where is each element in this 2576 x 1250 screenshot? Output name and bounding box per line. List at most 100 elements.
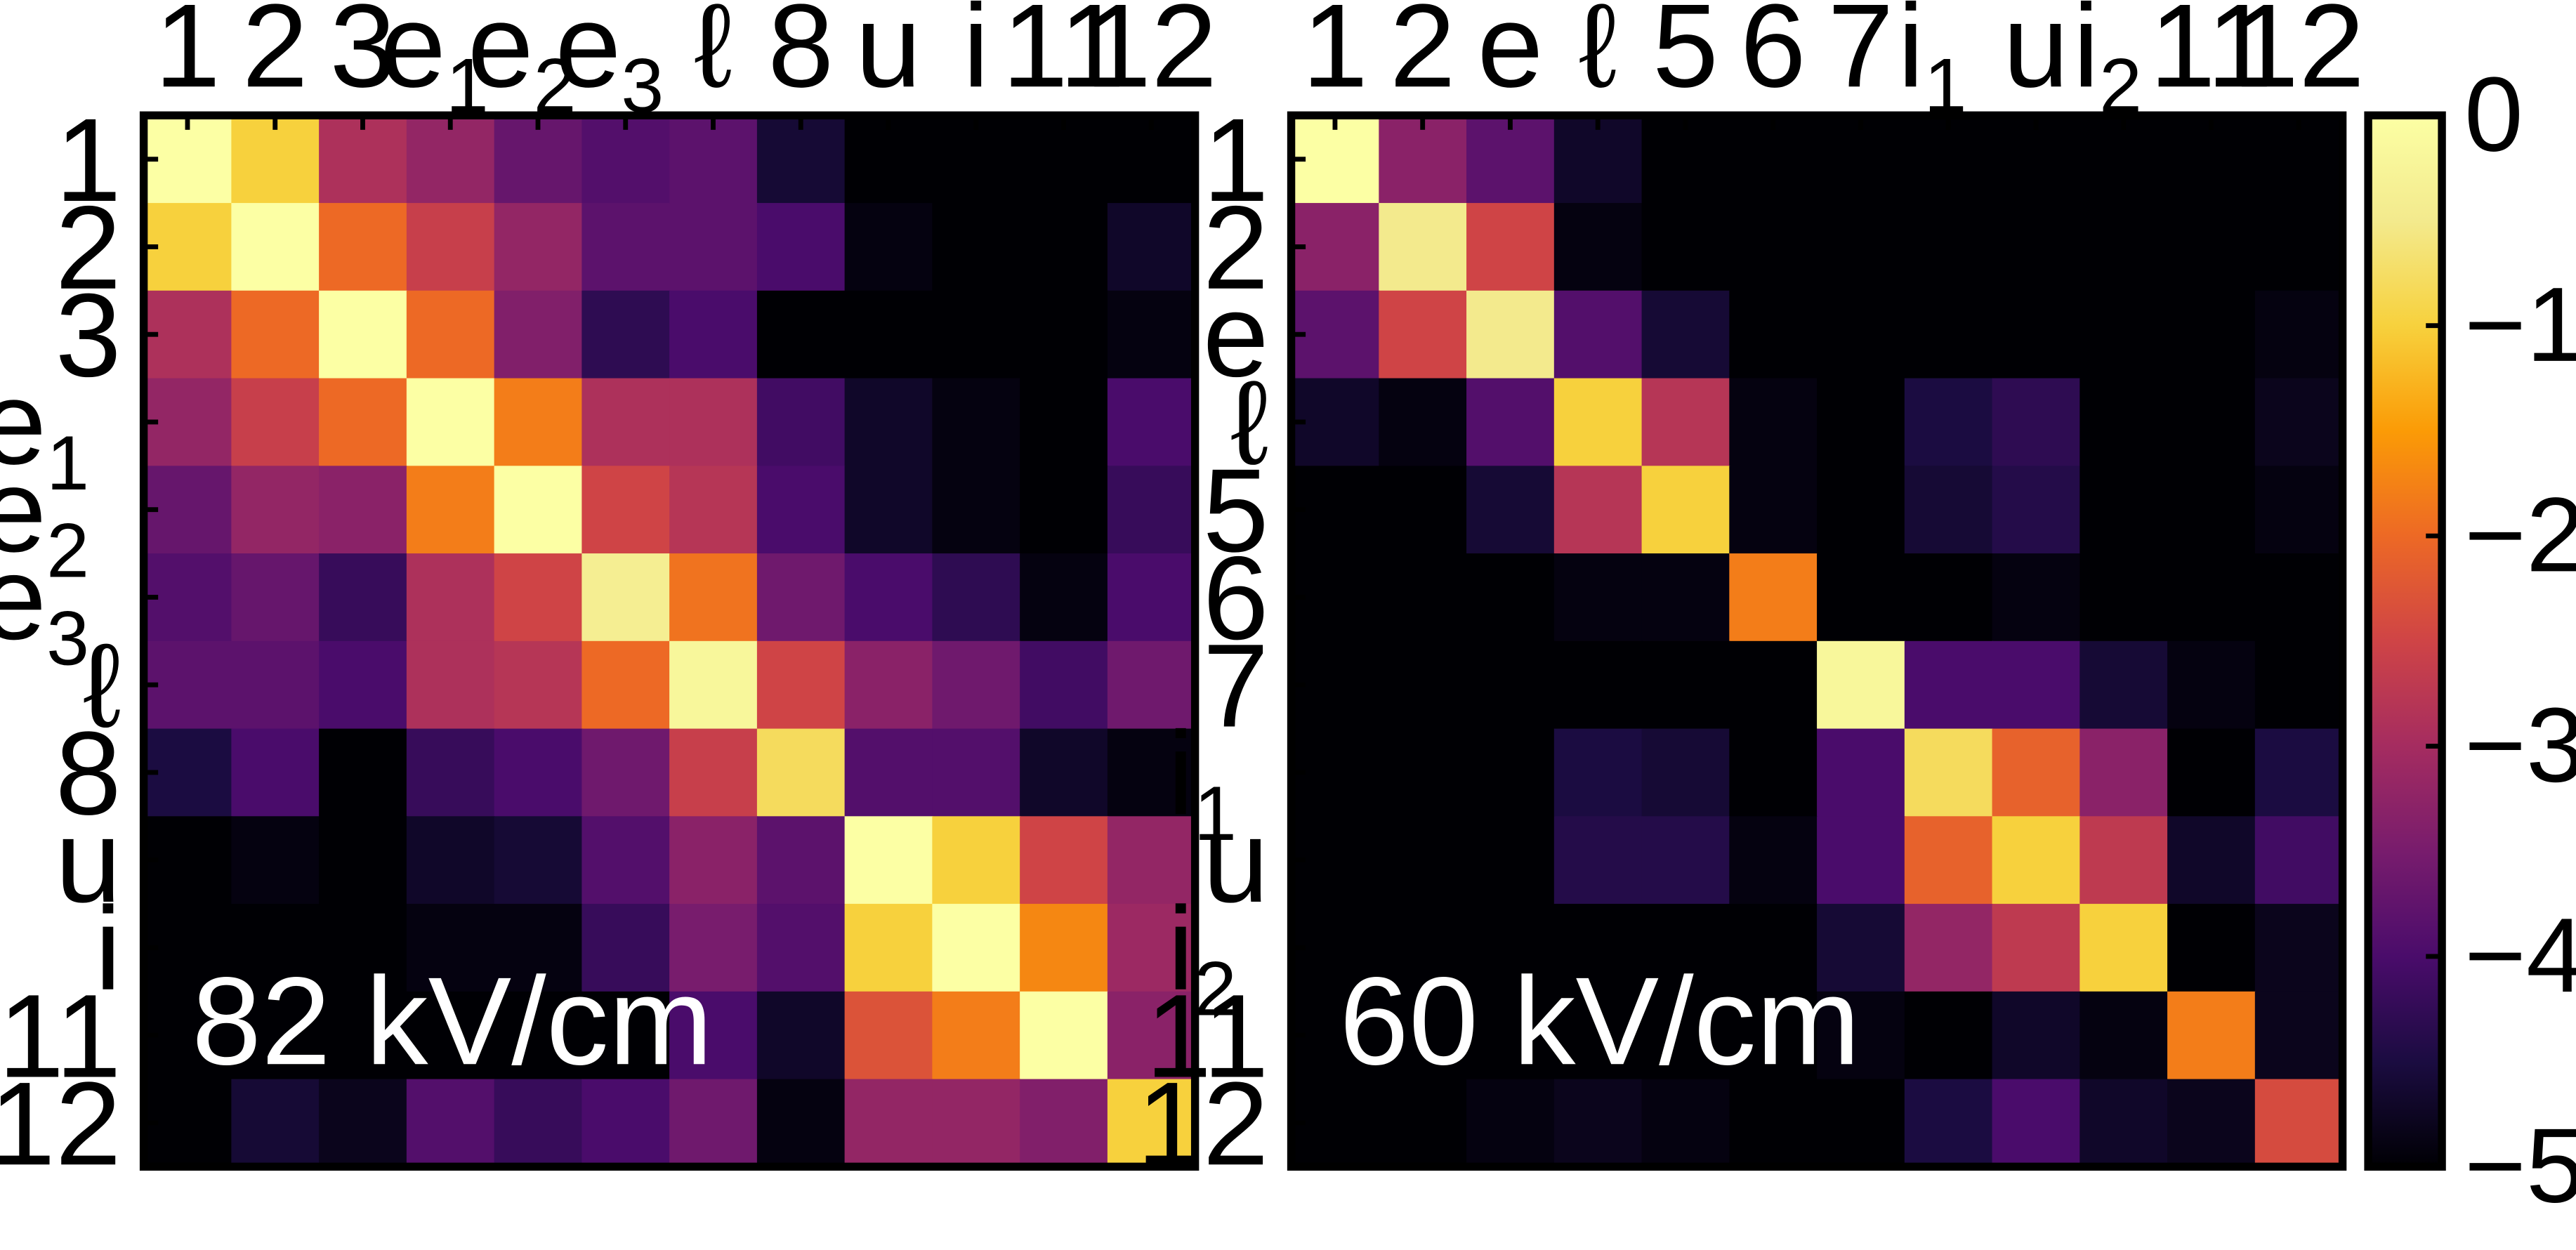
x-tick-label-subscript: 3 xyxy=(621,44,664,129)
x-tick-label-main: e xyxy=(468,0,534,112)
heatmap-cell xyxy=(1020,904,1109,993)
y-tick-label: e xyxy=(1203,269,1269,402)
y-tick-label-main: 8 xyxy=(55,706,121,839)
heatmap-cell xyxy=(844,816,933,905)
heatmap-cell xyxy=(1466,290,1556,379)
heatmap-cell xyxy=(1466,115,1556,204)
x-tick-label: 1 xyxy=(155,0,221,112)
y-tick-label-main: e xyxy=(1203,269,1269,402)
heatmap-cell xyxy=(669,904,758,993)
y-tick-label: u xyxy=(1203,794,1269,927)
heatmap-cell xyxy=(406,115,496,204)
heatmap-cell xyxy=(406,203,496,292)
heatmap-cell xyxy=(1729,640,1818,730)
heatmap-cell xyxy=(2079,991,2169,1080)
heatmap-cell xyxy=(319,816,408,905)
heatmap-cell xyxy=(231,115,320,204)
colorbar-gradient-bar xyxy=(2364,111,2446,1171)
heatmap-cell xyxy=(1992,466,2081,555)
heatmap-cell xyxy=(1729,290,1818,379)
heatmap-cell xyxy=(143,378,232,467)
heatmap-cell xyxy=(932,904,1021,993)
heatmap-cell xyxy=(1107,991,1197,1080)
heatmap-cell xyxy=(1817,115,1906,204)
heatmap-cell xyxy=(1904,991,1993,1080)
heatmap-cell xyxy=(1107,290,1197,379)
heatmap-cell xyxy=(669,466,758,555)
heatmap-cell xyxy=(2254,115,2344,204)
heatmap-cell xyxy=(581,203,671,292)
heatmap-cell xyxy=(844,115,933,204)
heatmap-cell xyxy=(1904,553,1993,643)
heatmap-cell xyxy=(1553,904,1643,993)
heatmap-cell xyxy=(2254,640,2344,730)
heatmap-cell xyxy=(1729,378,1818,467)
heatmap-cell xyxy=(1107,904,1197,993)
heatmap-cell xyxy=(406,466,496,555)
colorbar-tick-label: −5 xyxy=(2464,1107,2576,1225)
y-tick-label: ℓ xyxy=(1230,356,1269,489)
heatmap-cell xyxy=(2167,816,2256,905)
heatmap-cell xyxy=(494,203,583,292)
heatmap-cell xyxy=(932,553,1021,643)
heatmap-cell xyxy=(1553,203,1643,292)
field-strength-annotation: 82 kV/cm xyxy=(192,951,713,1091)
x-tick-label-main: 1 xyxy=(1302,0,1368,112)
heatmap-cell xyxy=(1466,553,1556,643)
heatmap-cell xyxy=(932,115,1021,204)
y-tick-label: e1 xyxy=(0,356,89,506)
heatmap-cell xyxy=(1817,640,1906,730)
heatmap-cells xyxy=(143,115,1197,1168)
x-tick-label-main: 6 xyxy=(1740,0,1806,112)
heatmap-cell xyxy=(2079,816,2169,905)
heatmap-cell xyxy=(2167,991,2256,1080)
colorbar-ticks: 0 −1 −2 −3 −4 −5 xyxy=(2426,55,2576,1225)
heatmap-cell xyxy=(1904,640,1993,730)
heatmap-cell xyxy=(2079,553,2169,643)
x-tick-label-main: i xyxy=(1898,0,1924,112)
heatmap-cell xyxy=(844,290,933,379)
x-tick-label: 8 xyxy=(768,0,834,112)
heatmap-cell xyxy=(581,728,671,817)
heatmap-cell xyxy=(1904,466,1993,555)
heatmap-cell xyxy=(932,816,1021,905)
heatmap-cell xyxy=(1553,991,1643,1080)
heatmap-cell xyxy=(2254,728,2344,817)
heatmap-cell xyxy=(581,816,671,905)
heatmap-cell xyxy=(581,904,671,993)
heatmap-cell xyxy=(1729,203,1818,292)
heatmap-cell xyxy=(1466,1079,1556,1168)
heatmap-cell xyxy=(1020,290,1109,379)
y-tick-label-main: 11 xyxy=(0,970,121,1103)
heatmap-cell xyxy=(143,290,232,379)
heatmap-cell xyxy=(1992,904,2081,993)
heatmap-cell xyxy=(143,904,232,993)
y-tick-label: 12 xyxy=(0,1057,121,1190)
y-tick-label-main: e xyxy=(0,444,46,577)
heatmap-cell xyxy=(1020,728,1109,817)
heatmap-cell xyxy=(2079,203,2169,292)
heatmap-cell xyxy=(406,378,496,467)
x-tick-label: 1 xyxy=(1302,0,1368,112)
heatmap-cell xyxy=(669,816,758,905)
heatmap-cell xyxy=(406,1079,496,1168)
heatmap-cell xyxy=(932,290,1021,379)
heatmap-cell xyxy=(1817,991,1906,1080)
y-tick-label: e3 xyxy=(0,532,89,682)
heatmap-cell xyxy=(2079,1079,2169,1168)
heatmap-cell xyxy=(319,640,408,730)
heatmap-cell xyxy=(669,115,758,204)
y-tick-label: ℓ xyxy=(83,619,121,752)
x-tick-label: 11 xyxy=(2150,0,2273,112)
heatmap-cell xyxy=(844,728,933,817)
heatmap-cell xyxy=(1466,904,1556,993)
heatmap-cell xyxy=(932,378,1021,467)
heatmap-cell xyxy=(1107,816,1197,905)
x-tick-label: 2 xyxy=(1390,0,1456,112)
heatmap-cell xyxy=(1992,378,2081,467)
x-tick-label-main: 2 xyxy=(1390,0,1456,112)
heatmap-cell xyxy=(932,728,1021,817)
heatmap-cell xyxy=(1107,1079,1197,1168)
